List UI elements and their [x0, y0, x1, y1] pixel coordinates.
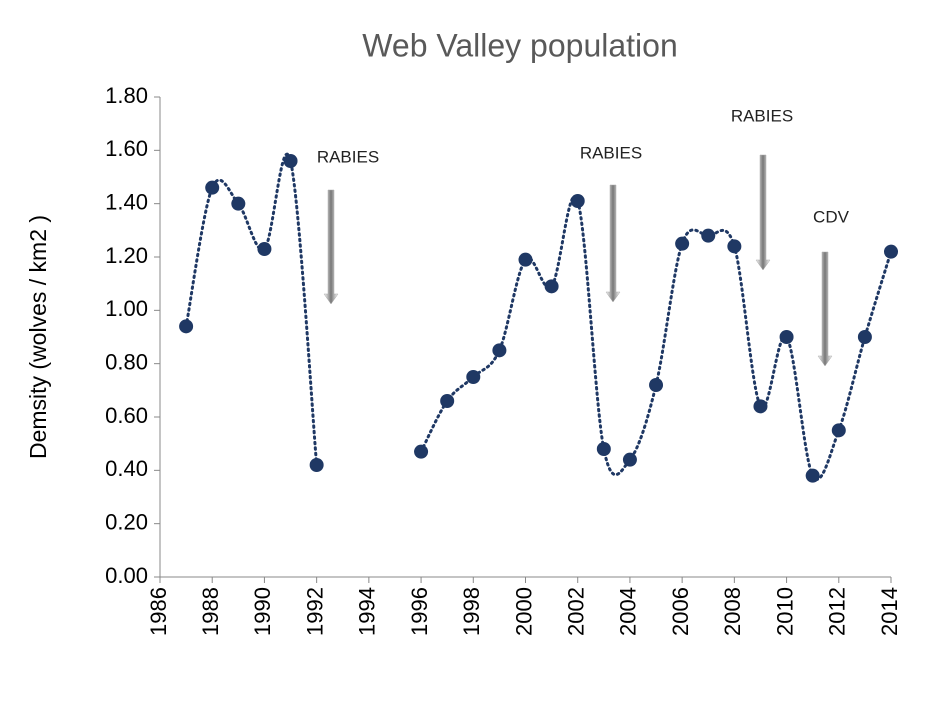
data-point [309, 458, 324, 472]
y-tick-label: 0.80 [105, 349, 148, 374]
data-point [727, 239, 742, 254]
annotation: RABIES [580, 143, 642, 162]
x-tick-label: 1996 [407, 587, 432, 636]
annotation: RABIES [731, 106, 793, 125]
data-point [596, 442, 611, 456]
data-point [231, 196, 246, 211]
data-point [831, 423, 846, 438]
data-point [283, 154, 298, 168]
data-point [257, 242, 272, 256]
annotation: CDV [813, 207, 850, 226]
data-point [884, 244, 898, 259]
data-point [518, 252, 533, 267]
data-point [701, 228, 716, 243]
x-tick-label: 1998 [459, 587, 484, 636]
data-point [466, 370, 481, 384]
annotation: RABIES [317, 147, 379, 166]
data-point [779, 330, 794, 344]
data-point [414, 444, 429, 459]
y-tick-label: 0.40 [105, 456, 148, 481]
x-tick-label: 1988 [198, 587, 223, 636]
x-tick-label: 2010 [772, 587, 797, 636]
data-point [675, 236, 690, 251]
data-point [622, 452, 637, 467]
y-tick-label: 0.60 [105, 403, 148, 428]
data-line [184, 152, 893, 481]
arrow [323, 154, 833, 367]
data-point [440, 394, 455, 408]
x-tick-label: 2008 [720, 587, 745, 636]
x-tick-label: 2000 [511, 587, 536, 636]
data-point [492, 343, 507, 358]
y-axis-label: Demsity (wolves / km2 ) [25, 215, 51, 459]
x-tick-label: 2002 [564, 587, 589, 636]
x-tick-label: 1994 [355, 587, 380, 636]
data-point [649, 378, 664, 392]
data-point [753, 399, 768, 414]
y-tick-label: 1.00 [105, 296, 148, 321]
y-tick-label: 1.20 [105, 243, 148, 268]
x-tick-label: 2014 [877, 587, 902, 636]
data-point [179, 319, 194, 334]
data-point [570, 194, 585, 208]
data-point [805, 468, 820, 483]
data-point [857, 330, 872, 344]
data-point [205, 180, 220, 195]
x-tick-label: 1990 [250, 587, 275, 636]
x-tick-label: 2012 [825, 587, 850, 636]
data-point [544, 279, 559, 294]
y-tick-label: 1.40 [105, 189, 148, 214]
y-tick-label: 0.20 [105, 509, 148, 534]
y-tick-label: 1.80 [105, 83, 148, 108]
y-tick-label: 0.00 [105, 563, 148, 588]
x-tick-label: 2006 [668, 587, 693, 636]
y-tick-label: 1.60 [105, 136, 148, 161]
x-tick-label: 1992 [302, 587, 327, 636]
chart-title: Web Valley population [362, 27, 677, 63]
x-tick-label: 1986 [146, 587, 171, 636]
x-tick-label: 2004 [616, 587, 641, 636]
